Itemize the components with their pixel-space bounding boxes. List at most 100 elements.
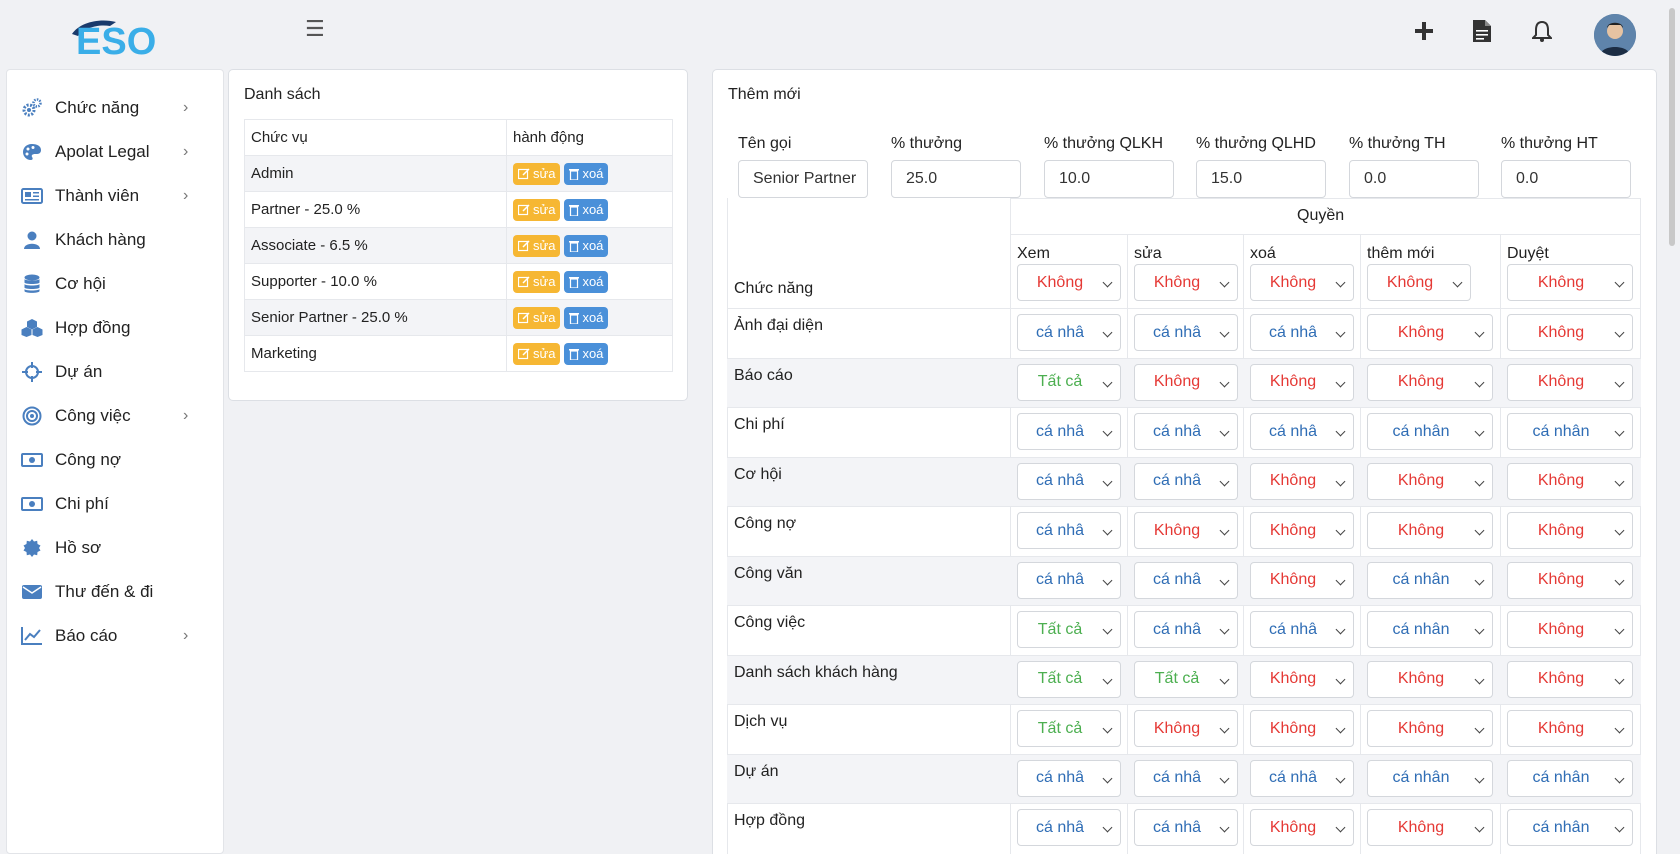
- permission-select-them-moi[interactable]: Không: [1367, 462, 1493, 500]
- permission-select-xoa[interactable]: Không: [1250, 363, 1354, 401]
- sidebar-item-bao-cao[interactable]: Báo cáo ›: [7, 614, 223, 658]
- permission-select-xem[interactable]: cá nhâ: [1017, 809, 1121, 846]
- table-row[interactable]: Supporter - 10.0 % sửa xoá: [244, 263, 673, 300]
- permission-select-duyet[interactable]: cá nhân: [1507, 759, 1633, 797]
- permission-select-duyet[interactable]: Không: [1507, 314, 1633, 351]
- permission-select-xoa[interactable]: Không: [1250, 561, 1354, 599]
- permission-select-xoa[interactable]: cá nhâ: [1250, 611, 1354, 648]
- name-input[interactable]: Senior Partner: [738, 160, 868, 198]
- permission-select-xem[interactable]: Tất cả: [1017, 611, 1121, 648]
- permission-select-xem[interactable]: cá nhâ: [1017, 462, 1121, 500]
- header-select-duyet[interactable]: Không: [1507, 264, 1633, 301]
- permission-select-duyet[interactable]: Không: [1507, 611, 1633, 648]
- sidebar-item-thu-den-di[interactable]: Thư đến & đi: [7, 570, 223, 614]
- sidebar-item-chi-phi[interactable]: Chi phí: [7, 482, 223, 526]
- permission-select-duyet[interactable]: Không: [1507, 512, 1633, 549]
- permission-select-them-moi[interactable]: Không: [1367, 512, 1493, 549]
- bonus-qlkh-input[interactable]: 10.0: [1044, 160, 1174, 198]
- permission-select-sua[interactable]: cá nhâ: [1134, 561, 1238, 599]
- permission-select-xem[interactable]: Tất cả: [1017, 363, 1121, 401]
- sidebar-item-chuc-nang[interactable]: Chức năng ›: [7, 86, 223, 130]
- permission-select-xem[interactable]: cá nhâ: [1017, 759, 1121, 797]
- permission-select-xoa[interactable]: Không: [1250, 462, 1354, 500]
- permission-select-sua[interactable]: cá nhâ: [1134, 759, 1238, 797]
- bonus-input[interactable]: 25.0: [891, 160, 1021, 198]
- sidebar-item-du-an[interactable]: Dự án: [7, 350, 223, 394]
- permission-select-duyet[interactable]: cá nhân: [1507, 413, 1633, 450]
- delete-button[interactable]: xoá: [564, 234, 609, 257]
- permission-select-them-moi[interactable]: cá nhân: [1367, 759, 1493, 797]
- edit-button[interactable]: sửa: [513, 198, 561, 221]
- permission-select-duyet[interactable]: Không: [1507, 561, 1633, 599]
- sidebar-item-thanh-vien[interactable]: Thành viên ›: [7, 174, 223, 218]
- permission-select-xem[interactable]: cá nhâ: [1017, 314, 1121, 351]
- permission-select-xem[interactable]: Tất cả: [1017, 660, 1121, 698]
- bonus-th-input[interactable]: 0.0: [1349, 160, 1479, 198]
- table-row[interactable]: Associate - 6.5 % sửa xoá: [244, 227, 673, 264]
- permission-select-them-moi[interactable]: Không: [1367, 363, 1493, 401]
- permission-select-sua[interactable]: cá nhâ: [1134, 809, 1238, 846]
- sidebar-item-khach-hang[interactable]: Khách hàng: [7, 218, 223, 262]
- header-select-xem[interactable]: Không: [1017, 264, 1121, 301]
- delete-button[interactable]: xoá: [564, 342, 609, 365]
- permission-select-them-moi[interactable]: cá nhân: [1367, 611, 1493, 648]
- plus-icon[interactable]: [1410, 16, 1438, 46]
- permission-select-them-moi[interactable]: Không: [1367, 710, 1493, 747]
- permission-select-sua[interactable]: cá nhâ: [1134, 462, 1238, 500]
- permission-select-sua[interactable]: Không: [1134, 512, 1238, 549]
- edit-button[interactable]: sửa: [513, 234, 561, 257]
- permission-select-sua[interactable]: cá nhâ: [1134, 611, 1238, 648]
- permission-select-xoa[interactable]: Không: [1250, 809, 1354, 846]
- edit-button[interactable]: sửa: [513, 342, 561, 365]
- permission-select-duyet[interactable]: Không: [1507, 363, 1633, 401]
- permission-select-xoa[interactable]: Không: [1250, 512, 1354, 549]
- page-scrollbar[interactable]: [1664, 0, 1680, 854]
- sidebar-item-ho-so[interactable]: Hồ sơ: [7, 526, 223, 570]
- permission-select-sua[interactable]: cá nhâ: [1134, 314, 1238, 351]
- bell-icon[interactable]: [1528, 16, 1556, 46]
- header-select-xoa[interactable]: Không: [1250, 264, 1354, 301]
- table-row[interactable]: Senior Partner - 25.0 % sửa xoá: [244, 299, 673, 336]
- permission-select-xoa[interactable]: cá nhâ: [1250, 413, 1354, 450]
- delete-button[interactable]: xoá: [564, 306, 609, 329]
- permission-select-them-moi[interactable]: Không: [1367, 660, 1493, 698]
- table-row[interactable]: Partner - 25.0 % sửa xoá: [244, 191, 673, 228]
- permission-select-duyet[interactable]: Không: [1507, 462, 1633, 500]
- header-select-them-moi[interactable]: Không: [1367, 264, 1471, 301]
- permission-select-them-moi[interactable]: cá nhân: [1367, 413, 1493, 450]
- edit-button[interactable]: sửa: [513, 306, 561, 329]
- permission-select-sua[interactable]: Không: [1134, 363, 1238, 401]
- permission-select-xoa[interactable]: cá nhâ: [1250, 314, 1354, 351]
- edit-button[interactable]: sửa: [513, 270, 561, 293]
- permission-select-duyet[interactable]: Không: [1507, 710, 1633, 747]
- permission-select-xem[interactable]: cá nhâ: [1017, 413, 1121, 450]
- permission-select-xem[interactable]: cá nhâ: [1017, 512, 1121, 549]
- table-row[interactable]: Marketing sửa xoá: [244, 335, 673, 372]
- permission-select-sua[interactable]: Tất cả: [1134, 660, 1238, 698]
- permission-select-xem[interactable]: Tất cả: [1017, 710, 1121, 747]
- permission-select-them-moi[interactable]: Không: [1367, 314, 1493, 351]
- table-row[interactable]: Admin sửa xoá: [244, 155, 673, 192]
- delete-button[interactable]: xoá: [564, 270, 609, 293]
- edit-button[interactable]: sửa: [513, 162, 561, 185]
- bonus-qlhd-input[interactable]: 15.0: [1196, 160, 1326, 198]
- sidebar-item-co-hoi[interactable]: Cơ hội: [7, 262, 223, 306]
- permission-select-them-moi[interactable]: cá nhân: [1367, 561, 1493, 599]
- permission-select-duyet[interactable]: Không: [1507, 660, 1633, 698]
- permission-select-xem[interactable]: cá nhâ: [1017, 561, 1121, 599]
- delete-button[interactable]: xoá: [564, 162, 609, 185]
- bonus-ht-input[interactable]: 0.0: [1501, 160, 1631, 198]
- scrollbar-thumb[interactable]: [1669, 8, 1675, 246]
- document-icon[interactable]: [1468, 16, 1496, 46]
- eso-logo[interactable]: ESO: [70, 14, 166, 63]
- sidebar-item-hop-dong[interactable]: Hợp đồng: [7, 306, 223, 350]
- permission-select-xoa[interactable]: Không: [1250, 660, 1354, 698]
- hamburger-icon[interactable]: ☰: [305, 16, 325, 41]
- user-avatar[interactable]: [1594, 14, 1636, 56]
- permission-select-them-moi[interactable]: Không: [1367, 809, 1493, 846]
- permission-select-sua[interactable]: Không: [1134, 710, 1238, 747]
- delete-button[interactable]: xoá: [564, 198, 609, 221]
- permission-select-duyet[interactable]: cá nhân: [1507, 809, 1633, 846]
- sidebar-item-cong-viec[interactable]: Công việc ›: [7, 394, 223, 438]
- header-select-sua[interactable]: Không: [1134, 264, 1238, 301]
